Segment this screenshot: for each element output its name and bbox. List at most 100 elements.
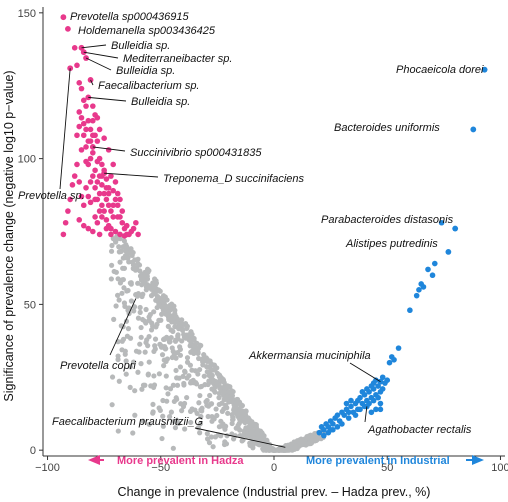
hadza-point bbox=[85, 225, 92, 232]
neutral-point bbox=[180, 403, 187, 410]
neutral-point bbox=[166, 414, 173, 420]
neutral-point bbox=[151, 373, 157, 379]
leader-line bbox=[88, 96, 127, 102]
neutral-point bbox=[169, 345, 175, 351]
neutral-point bbox=[175, 420, 182, 426]
neutral-point bbox=[142, 349, 148, 355]
hadza-point bbox=[94, 196, 101, 203]
neutral-point bbox=[212, 389, 218, 395]
neutral-point bbox=[113, 269, 119, 275]
hadza-region-label: More prevalent in Hadza bbox=[117, 455, 244, 467]
hadza-point bbox=[101, 208, 107, 214]
neutral-point bbox=[277, 447, 283, 453]
neutral-point bbox=[231, 436, 237, 442]
neutral-point bbox=[125, 255, 131, 261]
neutral-point bbox=[137, 268, 143, 274]
neutral-point bbox=[233, 400, 240, 406]
hadza-point bbox=[87, 199, 94, 206]
industrial-points bbox=[316, 66, 488, 439]
industrial-point bbox=[357, 406, 363, 413]
neutral-point bbox=[173, 314, 179, 320]
neutral-point bbox=[120, 276, 126, 283]
neutral-point bbox=[132, 388, 138, 394]
industrial-arrow-head bbox=[472, 455, 484, 465]
industrial-point bbox=[364, 386, 370, 392]
neutral-point bbox=[137, 309, 143, 315]
neutral-point bbox=[138, 334, 144, 340]
hadza-point bbox=[76, 80, 83, 86]
point-label: Prevotella sp000436915 bbox=[70, 11, 190, 23]
hadza-point bbox=[90, 149, 96, 156]
leader-line bbox=[364, 406, 368, 423]
hadza-point bbox=[80, 97, 87, 104]
industrial-point bbox=[368, 383, 375, 389]
neutral-point bbox=[109, 374, 116, 380]
industrial-point bbox=[377, 406, 384, 413]
industrial-point bbox=[391, 356, 397, 363]
hadza-point bbox=[110, 187, 117, 194]
hadza-point bbox=[123, 222, 130, 229]
neutral-point bbox=[223, 393, 229, 399]
neutral-point bbox=[171, 398, 177, 405]
hadza-point bbox=[76, 109, 83, 115]
hadza-point bbox=[90, 173, 96, 179]
neutral-point bbox=[120, 336, 127, 342]
neutral-point bbox=[309, 437, 315, 444]
neutral-point bbox=[156, 371, 162, 377]
neutral-point bbox=[239, 408, 245, 414]
neutral-point bbox=[197, 430, 203, 436]
x-axis-title: Change in prevalence (Industrial prev. –… bbox=[118, 485, 431, 499]
hadza-point bbox=[87, 126, 94, 133]
neutral-point bbox=[175, 332, 181, 338]
neutral-point bbox=[207, 392, 213, 399]
neutral-point bbox=[221, 380, 227, 386]
neutral-point bbox=[170, 328, 176, 334]
neutral-point bbox=[223, 402, 229, 408]
hadza-point bbox=[71, 45, 78, 51]
neutral-point bbox=[171, 418, 177, 424]
hadza-point bbox=[78, 85, 85, 92]
neutral-point bbox=[143, 306, 149, 313]
hadza-point bbox=[78, 147, 85, 153]
neutral-point bbox=[266, 447, 273, 453]
neutral-point bbox=[208, 361, 215, 367]
neutral-point bbox=[152, 336, 159, 342]
point-label: Parabacteroides distasonis bbox=[321, 214, 454, 226]
hadza-point bbox=[117, 231, 123, 238]
neutral-point bbox=[138, 361, 144, 367]
neutral-point bbox=[127, 384, 133, 390]
labeled-point bbox=[445, 249, 452, 255]
point-label: Phocaeicola dorei bbox=[396, 64, 484, 76]
hadza-point bbox=[62, 219, 69, 226]
neutral-point bbox=[221, 389, 228, 395]
neutral-point bbox=[305, 441, 312, 447]
neutral-point bbox=[173, 367, 179, 374]
neutral-point bbox=[156, 317, 162, 324]
neutral-point bbox=[261, 447, 267, 453]
neutral-point bbox=[168, 313, 174, 319]
neutral-point bbox=[247, 430, 253, 437]
x-tick-label: 50 bbox=[381, 462, 393, 474]
neutral-point bbox=[135, 369, 141, 375]
neutral-point bbox=[234, 411, 240, 417]
industrial-point bbox=[377, 400, 384, 407]
hadza-point bbox=[105, 190, 112, 197]
leader-line bbox=[109, 298, 137, 356]
hadza-point bbox=[114, 202, 121, 209]
industrial-point bbox=[425, 266, 431, 273]
neutral-point bbox=[210, 377, 216, 383]
neutral-point bbox=[123, 371, 129, 377]
neutral-point bbox=[116, 244, 122, 250]
industrial-point bbox=[395, 345, 402, 351]
industrial-point bbox=[345, 409, 352, 416]
neutral-point bbox=[177, 352, 184, 358]
hadza-point bbox=[74, 161, 80, 168]
neutral-point bbox=[117, 259, 123, 265]
neutral-point bbox=[182, 426, 188, 432]
point-label: Mediterraneibacter sp. bbox=[123, 53, 232, 65]
neutral-point bbox=[146, 421, 152, 427]
neutral-point bbox=[113, 239, 119, 245]
neutral-point bbox=[126, 259, 132, 265]
neutral-point bbox=[170, 382, 176, 388]
